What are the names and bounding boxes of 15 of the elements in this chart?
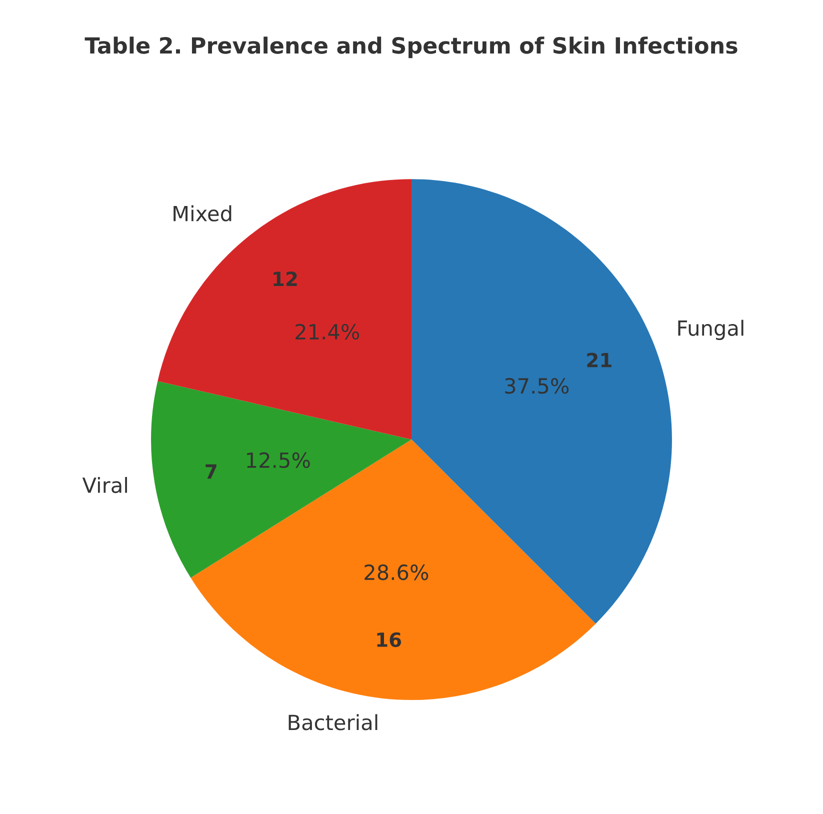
- data-label: 37.5%: [505, 378, 569, 394]
- text: 21: [587, 352, 612, 368]
- pie-slice: [190, 440, 596, 700]
- text: 12: [274, 272, 297, 286]
- slice-label: Viral: [82, 476, 127, 494]
- slice-label: Bacterial: [288, 714, 378, 730]
- slice-label: Mixed: [174, 205, 232, 222]
- pie-slice: [158, 179, 412, 440]
- data-label: 21.4%: [296, 324, 360, 340]
- slice-label: Fungal: [678, 320, 744, 340]
- data-label: 28.6%: [364, 564, 428, 580]
- text: 7: [206, 464, 216, 479]
- chart-title: Table 2. Prevalence and Spectrum of Skin Infections: [84, 36, 738, 58]
- data-label: 12.5%: [247, 452, 310, 468]
- text: 16: [377, 632, 402, 648]
